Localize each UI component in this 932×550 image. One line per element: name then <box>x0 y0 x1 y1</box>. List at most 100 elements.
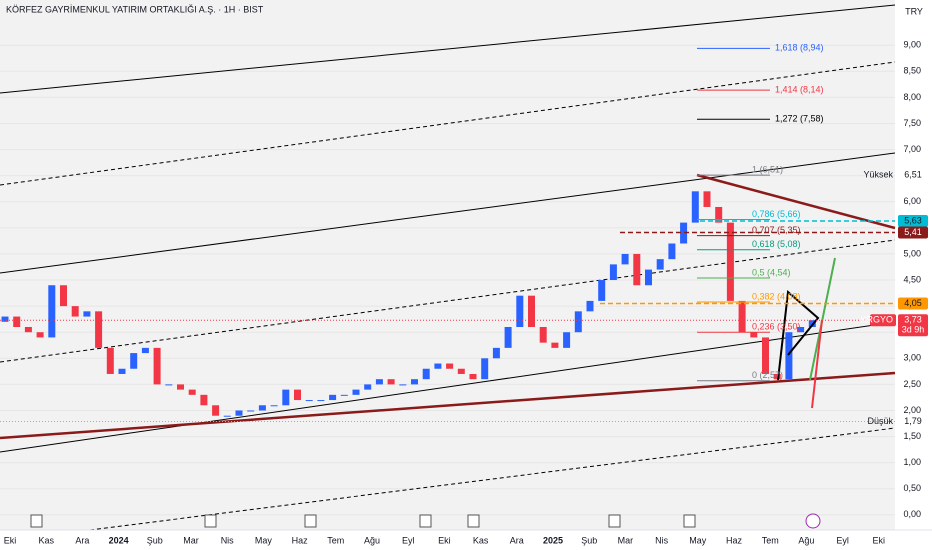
x-tick-label: May <box>255 535 273 545</box>
candle <box>212 405 220 416</box>
candle <box>726 222 734 301</box>
y-tick-label: 1,50 <box>903 431 921 441</box>
x-tick-label: Kas <box>473 535 489 545</box>
x-tick-label: 2024 <box>109 535 129 545</box>
x-tick-label: Mar <box>183 535 199 545</box>
fib-label: 0,236 (3,50) <box>752 322 801 332</box>
candle <box>609 264 617 281</box>
x-tick-label: Şub <box>147 535 163 545</box>
event-marker[interactable] <box>805 513 821 529</box>
price-axis-bg <box>895 0 932 550</box>
candle <box>375 379 383 385</box>
candle <box>691 191 699 223</box>
fib-label: 1,618 (8,94) <box>775 43 824 53</box>
candle <box>574 311 582 333</box>
channel-line <box>89 427 896 531</box>
event-marker[interactable] <box>419 514 432 528</box>
price-badge-name: KRGYO <box>860 315 893 325</box>
event-marker[interactable] <box>683 514 696 528</box>
y-tick-label: 3,00 <box>903 353 921 363</box>
candle <box>258 405 266 411</box>
candle <box>1 316 9 322</box>
event-marker[interactable] <box>30 514 43 528</box>
candle <box>422 368 430 380</box>
y-tick-label: 2,50 <box>903 379 921 389</box>
candle <box>563 332 571 348</box>
candle <box>270 405 278 407</box>
candle <box>586 300 594 312</box>
candle <box>83 311 91 317</box>
price-badge-label: 6,51 <box>904 170 922 180</box>
candle <box>715 206 723 223</box>
candle <box>118 368 126 374</box>
price-badge-label: 1,79 <box>904 416 922 426</box>
fib-label: 0,786 (5,66) <box>752 209 801 219</box>
event-marker[interactable] <box>608 514 621 528</box>
candle <box>492 347 500 359</box>
candle <box>48 285 56 338</box>
channel-line <box>0 152 896 274</box>
candle <box>165 384 173 386</box>
price-badge-label: 4,05 <box>904 298 922 308</box>
candle <box>71 306 79 317</box>
x-tick-label: Ağu <box>364 535 380 545</box>
fib-label: 1,272 (7,58) <box>775 114 824 124</box>
channel-line <box>0 239 896 363</box>
candle <box>598 280 606 301</box>
x-tick-label: 2025 <box>543 535 563 545</box>
candle <box>504 326 512 348</box>
fib-label: 0,382 (4,08) <box>752 291 801 301</box>
candle <box>738 300 746 333</box>
candle <box>469 373 477 380</box>
y-tick-label: 6,00 <box>903 196 921 206</box>
candle <box>785 332 793 380</box>
trend-line <box>0 371 896 440</box>
fib-label: 1 (6,51) <box>752 165 783 175</box>
fib-label: 1,414 (8,14) <box>775 84 824 94</box>
fib-label: 0 (2,57) <box>752 370 783 380</box>
chart-title: KÖRFEZ GAYRİMENKUL YATIRIM ORTAKLIĞI A.Ş… <box>6 4 264 14</box>
candle <box>364 384 372 390</box>
candle <box>223 415 231 417</box>
price-badge-label: 3,73 <box>904 315 922 325</box>
x-tick-label: Haz <box>292 535 309 545</box>
price-badge <box>898 415 928 428</box>
candle <box>282 389 290 406</box>
candle <box>188 389 196 395</box>
candle <box>411 379 418 385</box>
candle <box>200 394 208 406</box>
channel-line <box>0 4 896 94</box>
event-marker[interactable] <box>204 514 217 528</box>
candle <box>481 358 489 380</box>
candle <box>247 410 255 412</box>
channel-line <box>0 61 896 186</box>
price-badge-label: 5,63 <box>904 215 922 225</box>
y-tick-label: 1,00 <box>903 457 921 467</box>
x-tick-label: Nis <box>655 535 668 545</box>
x-tick-label: May <box>689 535 707 545</box>
price-badge-name: Düşük <box>867 416 893 426</box>
trend-line <box>696 173 896 230</box>
y-tick-label: 0,50 <box>903 483 921 493</box>
y-tick-label: 5,00 <box>903 248 921 258</box>
candle <box>457 368 465 374</box>
x-tick-label: Nis <box>221 535 234 545</box>
x-tick-label: Şub <box>581 535 597 545</box>
candle <box>340 394 348 396</box>
candle <box>446 363 454 369</box>
price-badge <box>898 314 928 337</box>
event-marker[interactable] <box>467 514 480 528</box>
candle <box>773 373 781 380</box>
candle <box>24 326 32 333</box>
x-tick-label: Ağu <box>798 535 814 545</box>
candle <box>762 337 769 374</box>
candle <box>294 389 301 401</box>
event-marker[interactable] <box>304 514 317 528</box>
projection-arrow <box>811 319 823 409</box>
y-tick-label: 7,00 <box>903 144 921 154</box>
candle <box>528 295 535 327</box>
x-tick-label: Mar <box>618 535 634 545</box>
price-badge <box>898 297 928 310</box>
x-tick-label: Eyl <box>836 535 849 545</box>
